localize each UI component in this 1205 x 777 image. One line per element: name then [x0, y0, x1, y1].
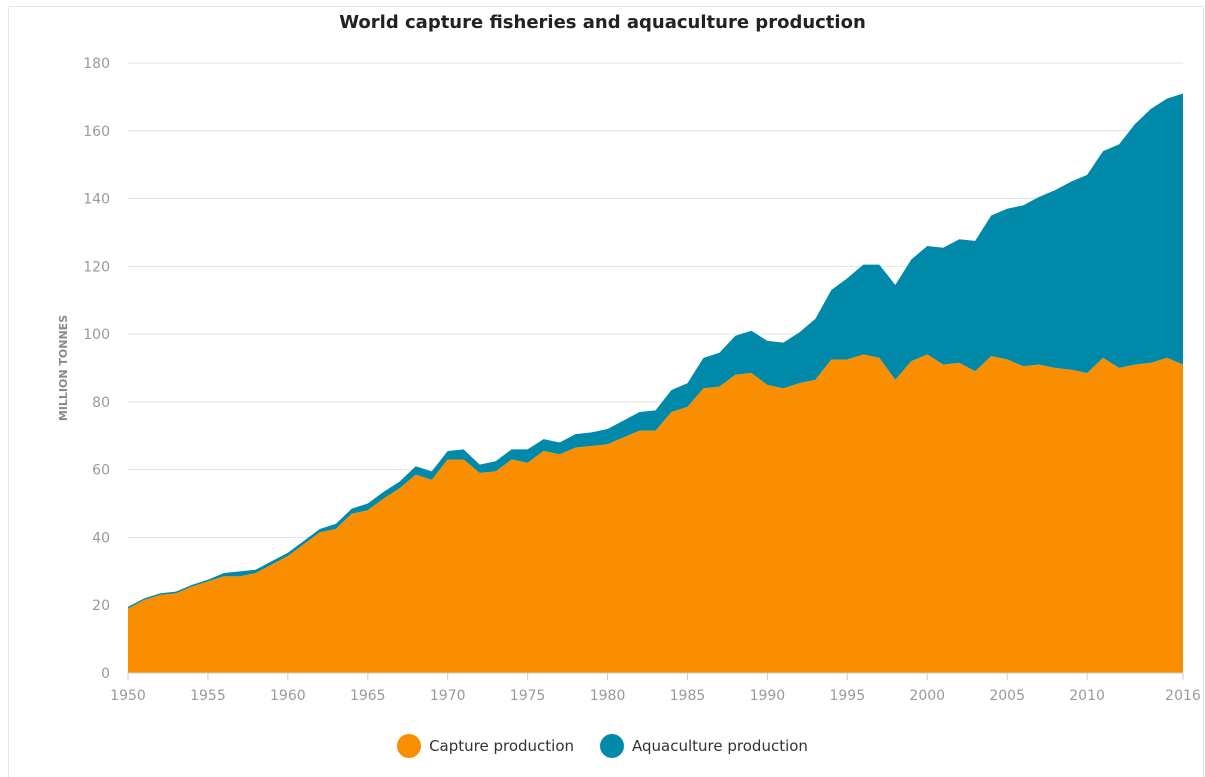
y-axis-label: MILLION TONNES: [57, 315, 70, 421]
x-tick-label-1995: 1995: [829, 688, 865, 704]
y-tick-label-120: 120: [83, 259, 110, 275]
capture-swatch: [397, 734, 422, 758]
legend: Capture production Aquaculture productio…: [0, 734, 1205, 758]
x-tick-label-2000: 2000: [909, 688, 945, 704]
x-tick-label-1985: 1985: [670, 688, 706, 704]
x-tick-label-2005: 2005: [989, 688, 1025, 704]
legend-label-capture: Capture production: [429, 737, 575, 755]
x-tick-label-2016: 2016: [1165, 688, 1201, 704]
x-tick-label-1970: 1970: [430, 688, 466, 704]
y-tick-label-160: 160: [83, 124, 110, 140]
capture-area: [128, 354, 1183, 673]
aquaculture-area: [128, 93, 1183, 609]
y-tick-label-20: 20: [92, 598, 110, 614]
x-tick-label-1965: 1965: [350, 688, 386, 704]
legend-item-capture[interactable]: Capture production: [397, 734, 574, 758]
x-tick-label-1955: 1955: [190, 688, 226, 704]
y-tick-label-80: 80: [92, 395, 110, 411]
y-tick-label-60: 60: [92, 463, 110, 479]
y-tick-label-100: 100: [83, 327, 110, 343]
legend-item-aquaculture[interactable]: Aquaculture production: [600, 734, 808, 758]
y-tick-label-40: 40: [92, 530, 110, 546]
chart-frame: [8, 6, 1204, 777]
y-tick-label-180: 180: [83, 56, 110, 72]
y-tick-label-0: 0: [101, 666, 110, 682]
x-tick-label-2010: 2010: [1069, 688, 1105, 704]
x-tick-label-1960: 1960: [270, 688, 306, 704]
aquaculture-swatch: [600, 734, 625, 758]
x-tick-label-1980: 1980: [590, 688, 626, 704]
chart-title: World capture fisheries and aquaculture …: [339, 12, 866, 33]
y-tick-label-140: 140: [83, 192, 110, 208]
legend-label-aquaculture: Aquaculture production: [632, 737, 808, 755]
x-tick-label-1975: 1975: [510, 688, 546, 704]
x-tick-label-1990: 1990: [750, 688, 786, 704]
x-tick-label-1950: 1950: [110, 688, 146, 704]
